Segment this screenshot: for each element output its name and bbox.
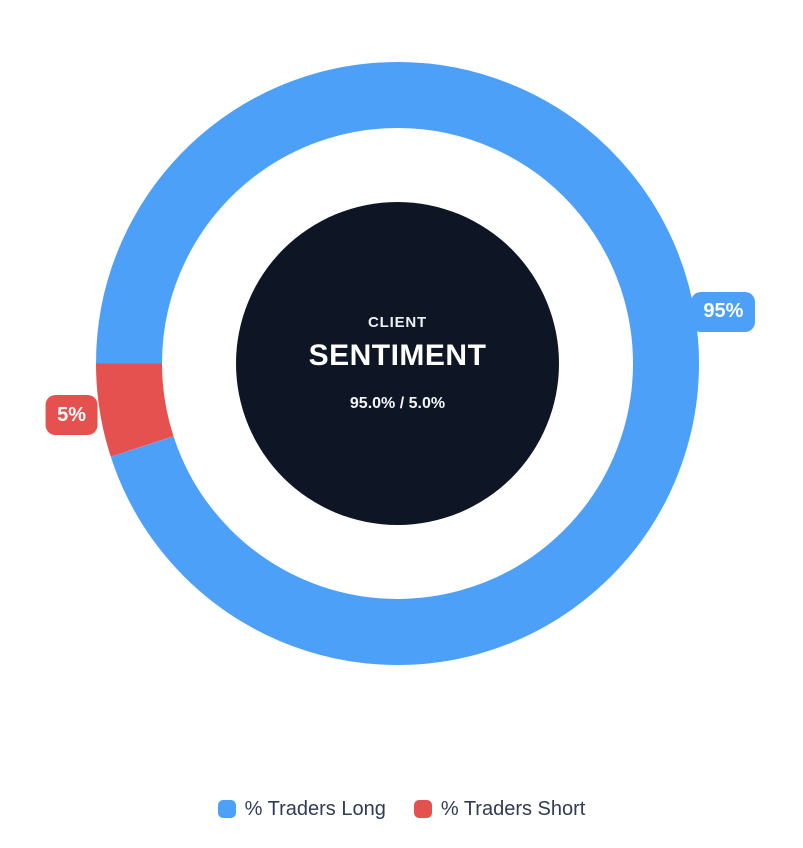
segment-traders-long-arc[interactable] xyxy=(96,62,699,665)
chart-legend: % Traders Long % Traders Short xyxy=(0,796,803,822)
center-label-client: CLIENT xyxy=(368,313,427,331)
legend-item-traders-long[interactable]: % Traders Long xyxy=(217,796,386,822)
short-percentage-badge: 5% xyxy=(45,395,99,436)
legend-swatch-long-icon xyxy=(217,800,236,818)
legend-item-traders-short[interactable]: % Traders Short xyxy=(413,796,586,822)
legend-swatch-short-icon xyxy=(413,800,432,818)
center-label-sentiment: SENTIMENT xyxy=(308,338,487,372)
legend-label-traders-short: % Traders Short xyxy=(440,798,586,820)
long-percentage-badge: 95% xyxy=(691,291,756,332)
center-disc: CLIENT SENTIMENT 95.0% / 5.0% xyxy=(236,202,559,525)
segment-traders-short-arc[interactable] xyxy=(96,362,174,457)
center-label-ratio: 95.0% / 5.0% xyxy=(349,394,446,412)
legend-label-traders-long: % Traders Long xyxy=(244,798,386,820)
